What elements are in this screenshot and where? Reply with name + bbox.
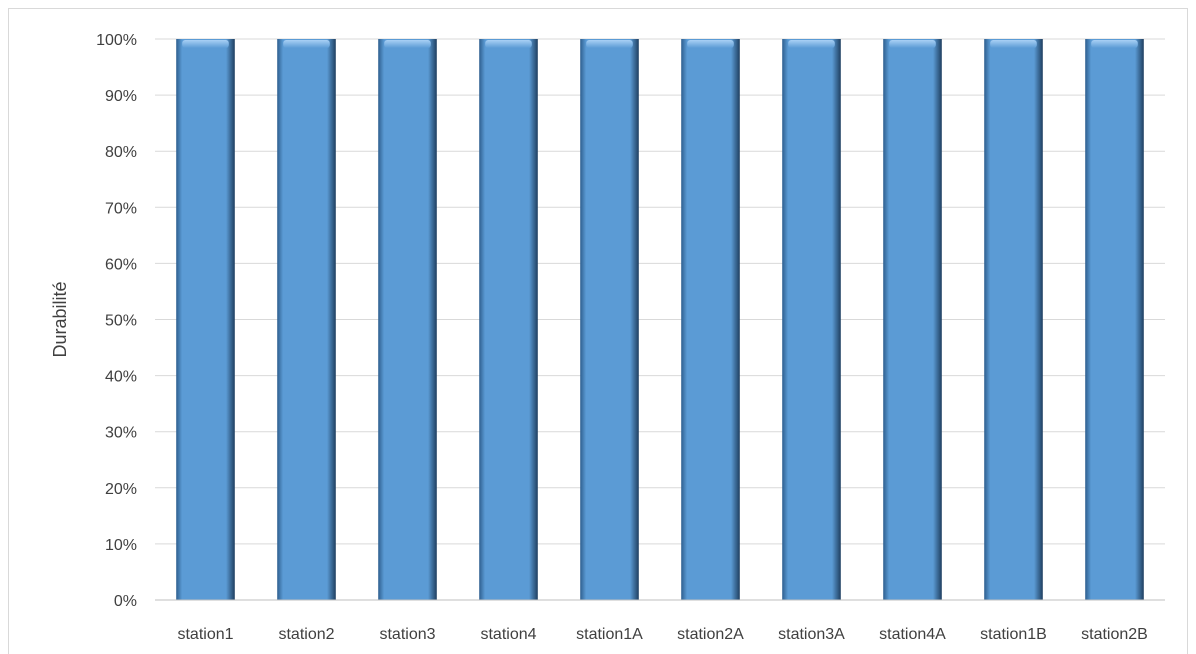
bar <box>681 39 740 600</box>
x-tick-label: station1A <box>576 626 643 643</box>
y-tick-label: 40% <box>105 369 137 386</box>
x-tick-label: station3 <box>379 626 435 643</box>
bar-body <box>277 39 336 600</box>
bar <box>1085 39 1144 600</box>
y-tick-label: 60% <box>105 256 137 273</box>
y-tick-label: 30% <box>105 425 137 442</box>
x-tick-label: station1B <box>980 626 1047 643</box>
x-tick-label: station2A <box>677 626 744 643</box>
bars <box>176 39 1144 600</box>
bar-highlight <box>586 40 633 48</box>
y-tick-label: 0% <box>114 593 137 610</box>
x-tick-label: station1 <box>177 626 233 643</box>
y-tick-label: 90% <box>105 88 137 105</box>
bar-highlight <box>384 40 431 48</box>
bar-highlight <box>687 40 734 48</box>
bar <box>378 39 437 600</box>
bar-body <box>479 39 538 600</box>
bar-body <box>580 39 639 600</box>
bar-body <box>1085 39 1144 600</box>
bar <box>984 39 1043 600</box>
y-tick-label: 100% <box>96 32 137 49</box>
bar-body <box>883 39 942 600</box>
y-axis-title: Durabilité <box>50 281 70 357</box>
bar-highlight <box>1091 40 1138 48</box>
x-tick-label: station2B <box>1081 626 1148 643</box>
x-tick-label: station4 <box>480 626 536 643</box>
bar-highlight <box>485 40 532 48</box>
bar-highlight <box>182 40 229 48</box>
bar <box>580 39 639 600</box>
y-tick-label: 70% <box>105 200 137 217</box>
bar-body <box>378 39 437 600</box>
y-tick-label: 20% <box>105 481 137 498</box>
y-tick-label: 80% <box>105 144 137 161</box>
x-tick-label: station3A <box>778 626 845 643</box>
bar-body <box>782 39 841 600</box>
bar-highlight <box>990 40 1037 48</box>
y-tick-label: 50% <box>105 313 137 330</box>
x-axis-tick-labels: station1 station2 station3 station4 station1… <box>177 626 1147 643</box>
bar-highlight <box>283 40 330 48</box>
x-tick-label: station4A <box>879 626 946 643</box>
bar <box>277 39 336 600</box>
bar-body <box>984 39 1043 600</box>
bar-highlight <box>889 40 936 48</box>
bar-highlight <box>788 40 835 48</box>
bar-body <box>681 39 740 600</box>
bar-body <box>176 39 235 600</box>
y-tick-label: 10% <box>105 537 137 554</box>
bar <box>176 39 235 600</box>
y-axis-tick-labels: 0% 10% 20% 30% 40% 50% 60% 70% 80% 90% 100% <box>96 32 137 610</box>
x-tick-label: station2 <box>278 626 334 643</box>
bar <box>883 39 942 600</box>
bar <box>782 39 841 600</box>
bar <box>479 39 538 600</box>
